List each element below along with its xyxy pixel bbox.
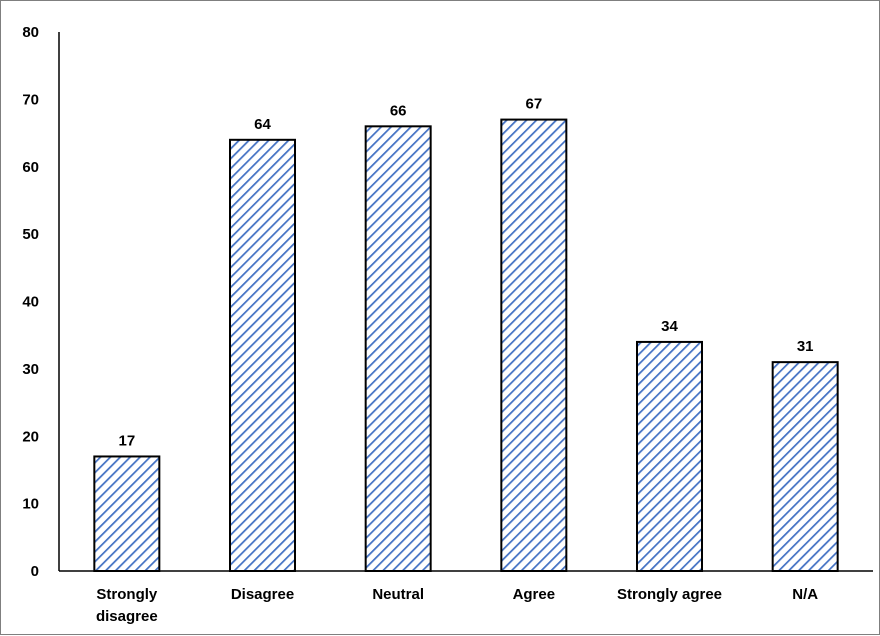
y-tick-label: 50 xyxy=(22,226,39,243)
y-tick-label: 60 xyxy=(22,159,39,176)
y-tick-label: 30 xyxy=(22,361,39,378)
x-tick-label: Strongly agree xyxy=(617,586,722,603)
y-tick-label: 80 xyxy=(22,24,39,41)
data-label: 67 xyxy=(525,96,542,113)
bar xyxy=(229,138,296,573)
x-tick-label: Strongly xyxy=(96,586,157,603)
data-label: 17 xyxy=(118,432,135,449)
bar xyxy=(771,361,839,573)
y-tick-label: 0 xyxy=(31,563,39,580)
y-tick-label: 70 xyxy=(22,91,39,108)
data-label: 64 xyxy=(254,116,271,133)
data-label: 34 xyxy=(661,318,678,335)
data-label: 31 xyxy=(797,338,814,355)
x-tick-label: Agree xyxy=(513,586,556,603)
y-axis-ticks: 0 10 20 30 40 50 60 70 80 xyxy=(22,24,39,580)
bar xyxy=(93,455,161,572)
data-label: 66 xyxy=(390,102,407,119)
y-tick-label: 40 xyxy=(22,294,39,311)
bar xyxy=(364,125,432,572)
y-tick-label: 20 xyxy=(22,428,39,445)
x-tick-label: Neutral xyxy=(372,586,424,603)
y-tick-label: 10 xyxy=(22,496,39,513)
x-tick-label: Disagree xyxy=(231,586,294,603)
x-tick-label: disagree xyxy=(96,608,158,625)
bar xyxy=(500,118,568,573)
bar xyxy=(636,340,703,572)
bars xyxy=(93,118,839,573)
data-labels: 17 64 66 67 34 31 xyxy=(118,96,813,450)
x-tick-label: N/A xyxy=(792,586,818,603)
x-axis-labels: Strongly disagree Disagree Neutral Agree Stro… xyxy=(96,586,818,625)
